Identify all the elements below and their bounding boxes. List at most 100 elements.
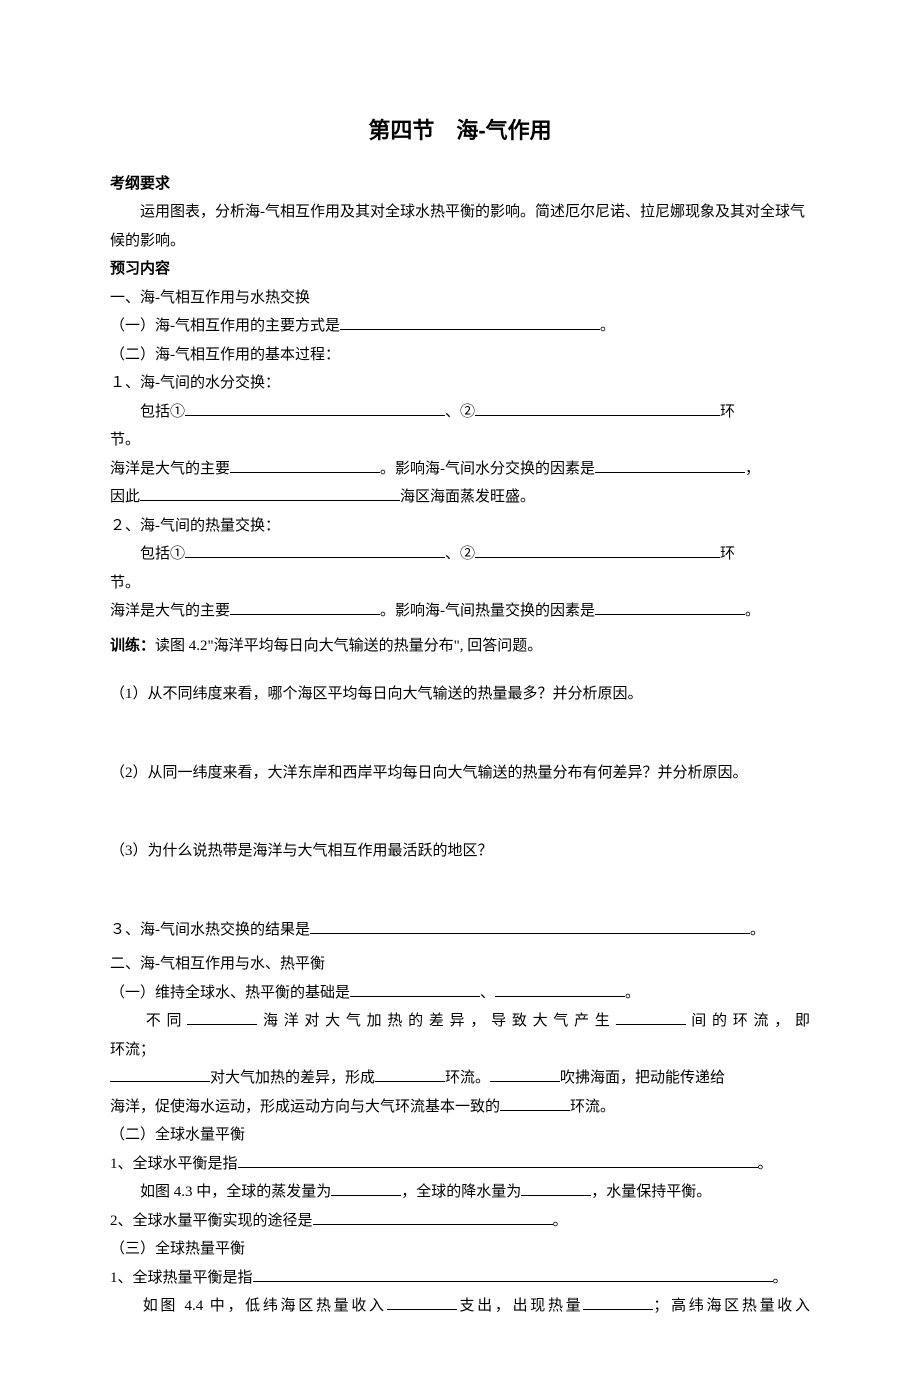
line-s2-line4: 海洋，促使海水运动，形成运动方向与大气环流基本一致的 环流。: [110, 1093, 810, 1122]
blank: [230, 472, 380, 473]
blank: [253, 1281, 773, 1282]
blank: [110, 1081, 210, 1082]
text-water-2a: 因此: [110, 489, 140, 505]
comma: 、: [445, 404, 460, 420]
text-s2-l1a: 不同: [140, 1013, 187, 1029]
comma: 、: [445, 546, 460, 562]
line-s2-h1: 1、全球热量平衡是指 。: [110, 1264, 810, 1293]
text-s2-w2a: 如图 4.3 中，全球的蒸发量为: [140, 1184, 331, 1200]
document-title: 第四节 海-气作用: [110, 110, 810, 152]
text-water-2b: 海区海面蒸发旺盛。: [400, 489, 535, 505]
kaogang-label: 考纲要求: [110, 170, 810, 199]
text-huan: 环: [720, 404, 735, 420]
water-exchange-title: １、海-气间的水分交换：: [110, 369, 810, 398]
blank: [140, 500, 400, 501]
yuxi-label: 预习内容: [110, 255, 810, 284]
text-s1-3: ３、海-气间水热交换的结果是: [110, 922, 310, 938]
blank: [187, 1024, 257, 1025]
period: 。: [758, 1156, 773, 1172]
line-s2-line1: 不同 海洋对大气加热的差异，导致大气产生 间的环流，即: [110, 1007, 810, 1036]
blank: [313, 1224, 553, 1225]
text-include: 包括①: [140, 546, 185, 562]
period: 。: [600, 318, 615, 334]
blank: [310, 933, 750, 934]
line-s2-line3: 对大气加热的差异，形成 环流。 吹拂海面，把动能传递给: [110, 1064, 810, 1093]
line-s2-w3: 2、全球水量平衡实现的途径是 。: [110, 1207, 810, 1236]
period: 。: [745, 603, 760, 619]
text-s2-w2b: ，全球的降水量为: [401, 1184, 521, 1200]
line-s1-2: （二）海-气相互作用的基本过程：: [110, 341, 810, 370]
blank: [595, 614, 745, 615]
blank: [375, 1081, 445, 1082]
period: 。: [553, 1213, 568, 1229]
text-water-1a: 海洋是大气的主要: [110, 461, 230, 477]
blank: [521, 1195, 591, 1196]
text-include: 包括①: [140, 404, 185, 420]
text-s2-h2b: 支出，出现热量: [457, 1298, 584, 1314]
text-s2-h2c: ；高纬海区热量收入: [653, 1298, 810, 1314]
line-s1-3: ３、海-气间水热交换的结果是。: [110, 916, 810, 945]
line-s1-1: （一）海-气相互作用的主要方式是 。: [110, 312, 810, 341]
text-s2-w2c: ，水量保持平衡。: [591, 1184, 711, 1200]
text-s2-l3b: 环流。: [445, 1070, 490, 1086]
text-s2-h2a: 如图 4.4 中，低纬海区热量收入: [140, 1298, 387, 1314]
text-water-1b: 。影响海-气间水分交换的因素是: [380, 461, 595, 477]
blank: [238, 1167, 758, 1168]
line-s2-1: （一）维持全球水、热平衡的基础是 、 。: [110, 979, 810, 1008]
blank: [331, 1195, 401, 1196]
line-s2-w1: 1、全球水平衡是指 。: [110, 1150, 810, 1179]
text-huan: 环: [720, 546, 735, 562]
blank: [500, 1110, 570, 1111]
heat-jie: 节。: [110, 569, 810, 598]
text-s2-w3: 2、全球水量平衡实现的途径是: [110, 1213, 313, 1229]
blank: [350, 996, 480, 997]
question-1: （1）从不同纬度来看，哪个海区平均每日向大气输送的热量最多？并分析原因。: [110, 680, 810, 709]
text-heat-1a: 海洋是大气的主要: [110, 603, 230, 619]
blank: [490, 1081, 560, 1082]
comma: ，: [745, 461, 760, 477]
line-s2-h2: 如图 4.4 中，低纬海区热量收入 支出，出现热量 ；高纬海区热量收入: [110, 1292, 810, 1321]
blank: [583, 1309, 653, 1310]
text-circle2: ②: [460, 404, 475, 420]
question-2: （2）从同一纬度来看，大洋东岸和西岸平均每日向大气输送的热量分布有何差异？并分析…: [110, 759, 810, 788]
blank: [230, 614, 380, 615]
section-2-heading: 二、海-气相互作用与水、热平衡: [110, 950, 810, 979]
text-s2-l1b: 海洋对大气加热的差异，导致大气产生: [257, 1013, 615, 1029]
blank: [595, 472, 745, 473]
text-s2-l1c: 间的环流，即: [686, 1013, 810, 1029]
comma: 、: [480, 985, 495, 1001]
text-s2-l4b: 环流。: [570, 1099, 615, 1115]
text-s1-1: （一）海-气相互作用的主要方式是: [110, 318, 340, 334]
xunlian-line: 训练：读图 4.2"海洋平均每日向大气输送的热量分布", 回答问题。: [110, 632, 810, 661]
section-1-heading: 一、海-气相互作用与水热交换: [110, 284, 810, 313]
water-jie: 节。: [110, 426, 810, 455]
s2-water-heading: （二）全球水量平衡: [110, 1121, 810, 1150]
line-s2-w2: 如图 4.3 中，全球的蒸发量为 ，全球的降水量为 ，水量保持平衡。: [110, 1178, 810, 1207]
text-s2-h1: 1、全球热量平衡是指: [110, 1270, 253, 1286]
blank: [387, 1309, 457, 1310]
period: 。: [625, 985, 640, 1001]
blank: [475, 557, 720, 558]
xunlian-text: 读图 4.2"海洋平均每日向大气输送的热量分布", 回答问题。: [155, 638, 542, 654]
blank: [185, 415, 445, 416]
text-s2-l3a: 对大气加热的差异，形成: [210, 1070, 375, 1086]
blank: [340, 329, 600, 330]
water-line1: 海洋是大气的主要 。影响海-气间水分交换的因素是 ，: [110, 455, 810, 484]
text-s2-l3c: 吹拂海面，把动能传递给: [560, 1070, 725, 1086]
xunlian-label: 训练：: [110, 637, 155, 654]
text-s2-1: （一）维持全球水、热平衡的基础是: [110, 985, 350, 1001]
water-include-line: 包括① 、② 环: [110, 398, 810, 427]
text-s2-l4a: 海洋，促使海水运动，形成运动方向与大气环流基本一致的: [110, 1099, 500, 1115]
heat-include-line: 包括① 、② 环: [110, 540, 810, 569]
period: 。: [773, 1270, 788, 1286]
text-s2-w1: 1、全球水平衡是指: [110, 1156, 238, 1172]
heat-line1: 海洋是大气的主要 。影响海-气间热量交换的因素是 。: [110, 597, 810, 626]
text-heat-1b: 。影响海-气间热量交换的因素是: [380, 603, 595, 619]
blank: [185, 557, 445, 558]
heat-exchange-title: ２、海-气间的热量交换：: [110, 512, 810, 541]
s2-heat-heading: （三）全球热量平衡: [110, 1235, 810, 1264]
text-circle2: ②: [460, 546, 475, 562]
blank: [475, 415, 720, 416]
question-3: （3）为什么说热带是海洋与大气相互作用最活跃的地区？: [110, 837, 810, 866]
blank: [616, 1024, 686, 1025]
